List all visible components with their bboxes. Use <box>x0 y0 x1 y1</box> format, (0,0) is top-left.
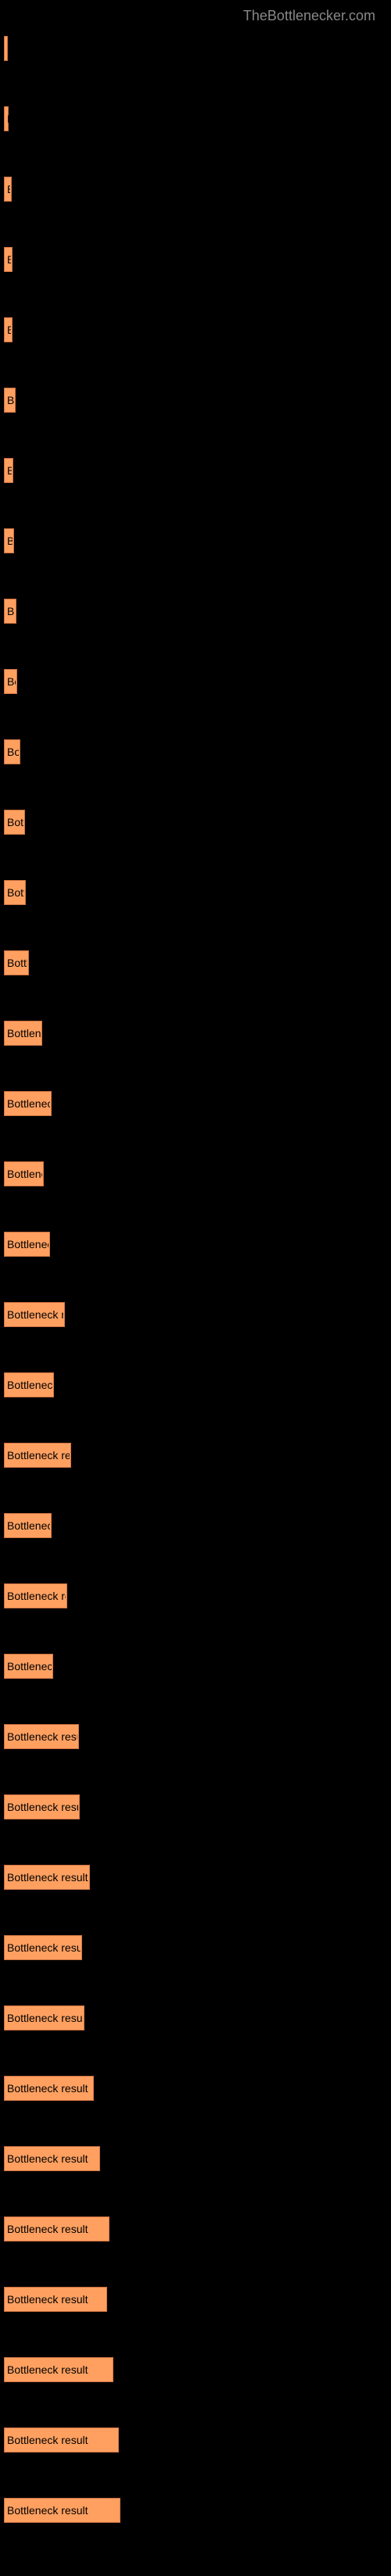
bar-row: Bottleneck result <box>4 810 387 835</box>
bar-label: Bottleneck result <box>7 2223 88 2235</box>
bar-row: Bottleneck result <box>4 2005 387 2030</box>
bar-label: Bottleneck result <box>7 1168 42 1180</box>
bar-row: Bottleneck result <box>4 1724 387 1749</box>
bar-label: Bottleneck result <box>7 324 11 336</box>
bar-row: Bottleneck result <box>4 1232 387 1257</box>
bar-label: Bottleneck result <box>7 253 11 266</box>
bar-row: Bottleneck result <box>4 247 387 272</box>
bar-row: Bottleneck result <box>4 458 387 483</box>
bar-row: Bottleneck result <box>4 2287 387 2312</box>
bar-label: Bottleneck result <box>7 1730 77 1743</box>
bar-label: Bottleneck result <box>7 1379 52 1391</box>
bar-row: Bottleneck result <box>4 2428 387 2453</box>
bar-label: Bottleneck result <box>7 183 10 195</box>
bar-label: Bottleneck result <box>7 1027 41 1039</box>
bar-row: Bottleneck result <box>4 950 387 975</box>
bar-label: Bottleneck result <box>7 1097 50 1110</box>
bar-row: Bottleneck result <box>4 2357 387 2382</box>
bar-row: Bottleneck result <box>4 1513 387 1538</box>
bar-row: Bottleneck result <box>4 388 387 413</box>
bar-row: Bottleneck result <box>4 1935 387 1960</box>
bar-row: Bottleneck result <box>4 1654 387 1679</box>
bar-label: Bottleneck result <box>7 605 15 617</box>
bar-row: Bottleneck result <box>4 2216 387 2241</box>
chart-container: Bottleneck result Bottleneck result Bottle… <box>0 36 391 2523</box>
bar-label: Bottleneck result <box>7 535 13 547</box>
bar-row: Bottleneck result <box>4 1583 387 1608</box>
site-name: TheBottlenecker.com <box>243 8 375 23</box>
bar-row: Bottleneck result <box>4 1865 387 1890</box>
bar-label: Bottleneck result <box>7 1801 78 1813</box>
bar-label: Bottleneck result <box>7 675 16 688</box>
bar-row: Bottleneck result <box>4 2146 387 2171</box>
bar-label: Bottleneck result <box>7 113 88 125</box>
bar-row: Bottleneck result <box>4 880 387 905</box>
bar-row: Bottleneck result <box>4 177 387 202</box>
bar-row: Bottleneck result <box>4 2076 387 2101</box>
bar-row: Bottleneck result <box>4 2498 387 2523</box>
bar-row: Bottleneck result <box>4 528 387 553</box>
bar-label: Bottleneck result <box>7 1238 48 1250</box>
bar-label: Bottleneck result <box>7 1871 88 1884</box>
bar-label: Bottleneck result <box>7 1590 66 1602</box>
bar-label: Bottleneck result <box>7 1308 63 1321</box>
bar-row: Bottleneck result <box>4 739 387 764</box>
bar-row: Bottleneck result <box>4 106 387 131</box>
bar-label: Bottleneck result <box>7 2504 88 2517</box>
bar-label: Bottleneck result <box>7 2363 88 2376</box>
bar-label: Bottleneck result <box>7 746 19 758</box>
bar-label: Bottleneck result <box>7 1941 81 1954</box>
bar-label: Bottleneck result <box>7 2012 83 2024</box>
bar-row: Bottleneck result <box>4 1021 387 1046</box>
bar-label: Bottleneck result <box>7 1519 50 1532</box>
bar-label: Bottleneck result <box>7 2082 88 2095</box>
bar-row: Bottleneck result <box>4 669 387 694</box>
bar-label: Bottleneck result <box>7 2152 88 2165</box>
bar-label: Bottleneck result <box>7 394 14 406</box>
bar-row: Bottleneck result <box>4 1794 387 1819</box>
header: TheBottlenecker.com <box>0 8 391 24</box>
bar-row: Bottleneck result <box>4 1443 387 1468</box>
bar-row: Bottleneck result <box>4 1302 387 1327</box>
bar-label: Bottleneck result <box>7 1449 70 1462</box>
bar-label: Bottleneck result <box>7 2293 88 2306</box>
bar-row: Bottleneck result <box>4 317 387 342</box>
bar-label: Bottleneck result <box>7 816 23 828</box>
bar-row: Bottleneck result <box>4 36 387 61</box>
bar-row: Bottleneck result <box>4 1091 387 1116</box>
bar-row: Bottleneck result <box>4 1372 387 1397</box>
bar-label: Bottleneck result <box>7 42 88 55</box>
bar-label: Bottleneck result <box>7 2434 88 2446</box>
bar-label: Bottleneck result <box>7 957 27 969</box>
bar-label: Bottleneck result <box>7 1660 52 1673</box>
bar-row: Bottleneck result <box>4 599 387 624</box>
bar-label: Bottleneck result <box>7 464 12 477</box>
bar-row: Bottleneck result <box>4 1161 387 1186</box>
bar-label: Bottleneck result <box>7 886 24 899</box>
